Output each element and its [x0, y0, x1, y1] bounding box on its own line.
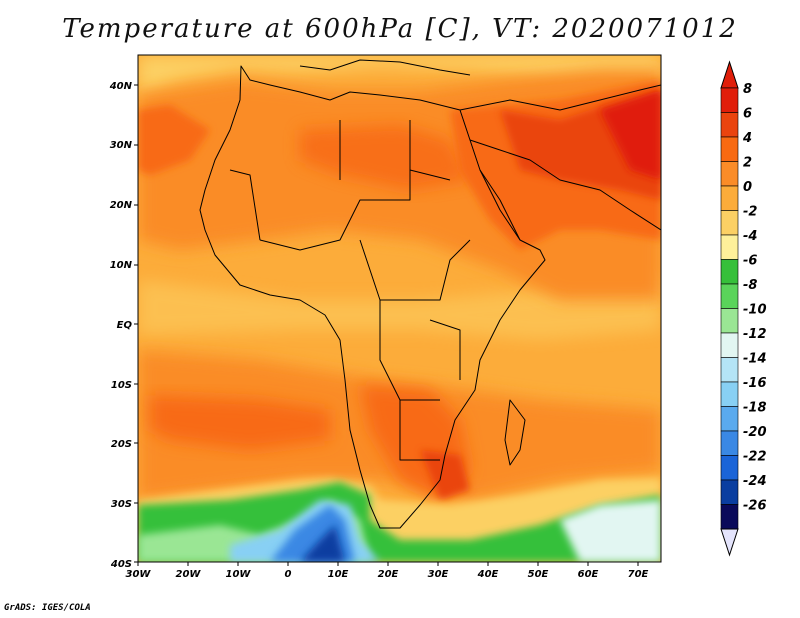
mediterranean-north	[299, 59, 471, 76]
x-tick-label: 10E	[328, 569, 349, 580]
colorbar-swatch	[720, 357, 739, 383]
x-tick-label: 0	[285, 569, 292, 580]
axis-tick-marks	[134, 84, 639, 566]
colorbar-swatch	[720, 185, 739, 211]
colorbar-swatch	[720, 87, 739, 113]
red-sea-east	[479, 169, 521, 241]
x-tick-label: 70E	[628, 569, 649, 580]
field-sahara-4-6	[300, 125, 470, 190]
colorbar-label: -18	[743, 401, 767, 416]
field-core-8	[600, 90, 661, 180]
y-tick-label: 40N	[109, 81, 133, 92]
colorbar-label: 8	[743, 82, 752, 97]
x-tick-label: 20E	[378, 569, 399, 580]
colorbar-swatch	[720, 504, 739, 530]
field-cold-pale	[560, 500, 661, 562]
y-axis: 40N 30N 20N 10N EQ 10S 20S 30S 40S	[109, 81, 133, 570]
colorbar-label: 0	[743, 180, 752, 195]
colorbar-label: -26	[743, 499, 767, 514]
colorbar-label: -6	[743, 254, 757, 269]
x-tick-label: 30E	[428, 569, 449, 580]
colorbar-label: -8	[743, 278, 757, 293]
y-tick-label: 10N	[110, 260, 133, 271]
colorbar-label: -16	[743, 376, 767, 391]
colorbar-swatch	[720, 332, 739, 358]
field-south-atlantic-4-6	[150, 395, 330, 450]
colorbar-swatch	[720, 259, 739, 285]
colorbar-swatch	[720, 234, 739, 260]
y-tick-label: 20S	[111, 439, 132, 450]
y-tick-label: 30N	[110, 140, 133, 151]
colorbar-label: 4	[742, 131, 752, 146]
chart-title: Temperature at 600hPa [C], VT: 202007101…	[62, 14, 738, 44]
x-tick-label: 10W	[226, 569, 252, 580]
colorbar-swatch	[720, 406, 739, 432]
colorbar-label: 6	[743, 107, 752, 122]
map-frame	[137, 54, 662, 563]
credit-label: GrADS: IGES/COLA	[4, 603, 91, 613]
colorbar-swatch	[720, 112, 739, 138]
colorbar-label: -20	[743, 425, 767, 440]
colorbar-label: -4	[743, 229, 757, 244]
field-mozambique-6-8	[420, 450, 470, 500]
y-tick-label: 10S	[111, 380, 132, 391]
colorbar-swatch	[720, 308, 739, 334]
colorbar-swatch	[720, 430, 739, 456]
x-tick-label: 20W	[176, 569, 202, 580]
colorbar-swatch	[720, 210, 739, 236]
y-tick-label: 20N	[110, 200, 133, 211]
colorbar: 8 6 4 2 0 -2 -4 -6 -8 -10 -12 -14 -16 -18 -20 -22 -24 -26	[720, 60, 767, 557]
x-tick-label: 50E	[528, 569, 549, 580]
colorbar-label: -10	[743, 303, 767, 318]
arabia-gulf-coastline	[469, 139, 661, 231]
x-axis: 30W 20W 10W 0 10E 20E 30E 40E 50E 60E 70…	[126, 569, 649, 580]
colorbar-swatch	[720, 136, 739, 162]
madagascar	[504, 399, 526, 466]
field-north-cool	[138, 55, 661, 95]
colorbar-label: -12	[743, 327, 767, 342]
y-tick-label: 40S	[110, 559, 132, 570]
country-borders	[229, 120, 471, 461]
colorbar-label: -2	[743, 205, 757, 220]
colorbar-swatch	[720, 283, 739, 309]
x-tick-label: 30W	[126, 569, 152, 580]
y-tick-label: 30S	[111, 499, 132, 510]
asia-coastline	[459, 84, 661, 111]
colorbar-cap-top	[720, 60, 739, 89]
colorbar-label: -22	[743, 450, 767, 465]
colorbar-swatch	[720, 161, 739, 187]
colorbar-cap-bottom	[720, 528, 739, 557]
field-west-atlantic-4-6	[138, 105, 210, 175]
field-equatorial-cool	[138, 275, 661, 340]
temperature-field	[138, 55, 661, 562]
colorbar-swatch	[720, 381, 739, 407]
colorbar-swatch	[720, 455, 739, 481]
y-tick-label: EQ	[117, 320, 133, 331]
x-tick-label: 60E	[578, 569, 599, 580]
coastlines	[199, 59, 661, 529]
x-tick-label: 40E	[477, 569, 499, 580]
field-cold-darkblue	[300, 525, 345, 562]
colorbar-label: 2	[743, 156, 752, 171]
colorbar-label: -14	[743, 352, 767, 367]
colorbar-swatch	[720, 479, 739, 505]
africa-coastline	[199, 65, 546, 529]
colorbar-label: -24	[743, 474, 767, 489]
